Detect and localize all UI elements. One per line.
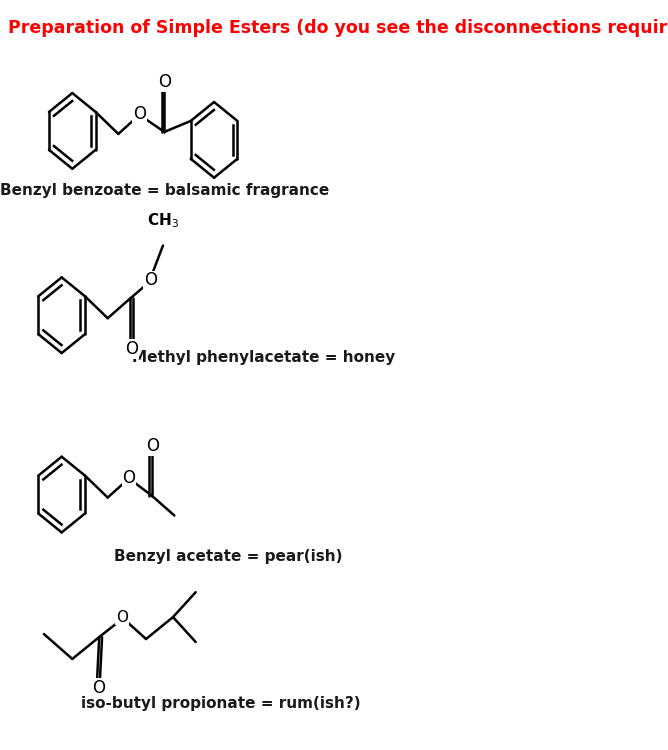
Text: iso-butyl propionate = rum(ish?): iso-butyl propionate = rum(ish?) xyxy=(81,696,361,711)
Text: O: O xyxy=(116,610,128,625)
Text: Benzyl acetate = pear(ish): Benzyl acetate = pear(ish) xyxy=(114,549,343,564)
Text: Preparation of Simple Esters (do you see the disconnections required)?: Preparation of Simple Esters (do you see… xyxy=(9,20,668,38)
Text: O: O xyxy=(158,73,171,91)
Text: O: O xyxy=(144,272,157,290)
Text: O: O xyxy=(122,469,136,487)
Text: O: O xyxy=(92,679,105,697)
Text: CH$_3$: CH$_3$ xyxy=(147,211,179,230)
Text: Benzyl benzoate = balsamic fragrance: Benzyl benzoate = balsamic fragrance xyxy=(0,183,329,198)
Text: O: O xyxy=(146,436,160,454)
Text: O: O xyxy=(126,340,138,358)
Text: O: O xyxy=(133,105,146,123)
Text: Methyl phenylacetate = honey: Methyl phenylacetate = honey xyxy=(132,350,395,364)
